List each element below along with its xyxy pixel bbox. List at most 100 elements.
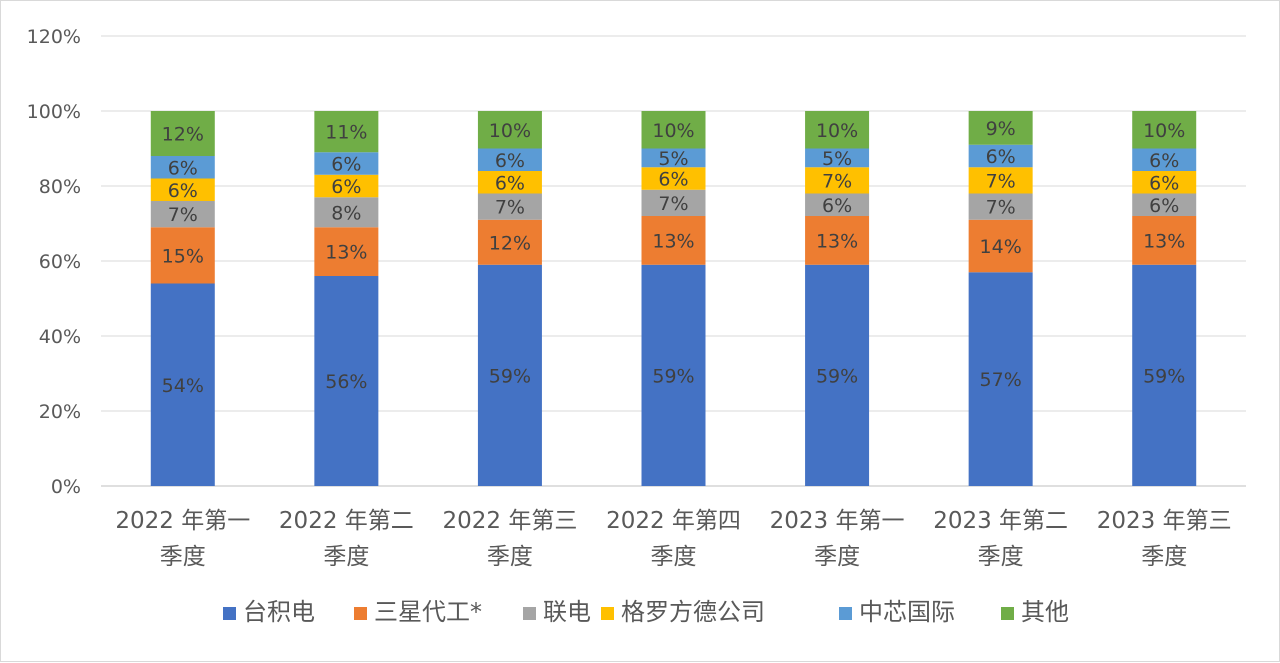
data-label: 6% (331, 176, 361, 198)
bar-segment (314, 174, 379, 198)
bar-segment (314, 227, 379, 276)
x-category-label: 2022 年第一 (115, 508, 250, 534)
y-tick-label: 60% (39, 251, 81, 273)
bar-segment (805, 167, 870, 194)
legend-swatch (354, 607, 367, 620)
bar-segment (477, 193, 542, 220)
data-label: 6% (331, 154, 361, 176)
data-label: 59% (652, 365, 694, 387)
bar-segment (641, 264, 706, 486)
bar-segment (477, 111, 542, 149)
legend-label: 联电 (543, 598, 591, 626)
data-label: 5% (658, 148, 688, 170)
bar-segment (150, 178, 215, 201)
data-label: 13% (652, 230, 694, 252)
data-label: 11% (325, 122, 367, 144)
bar-segment (641, 148, 706, 168)
data-label: 59% (1143, 365, 1185, 387)
bar-segment (1132, 216, 1197, 265)
bar-segment (477, 171, 542, 194)
bar-segment (1132, 171, 1197, 194)
x-category-label: 季度 (487, 544, 533, 570)
legend-label: 台积电 (243, 598, 315, 626)
data-label: 7% (168, 204, 198, 226)
bar-segment (968, 193, 1033, 220)
bar-segment (150, 111, 215, 156)
x-category-label: 季度 (978, 544, 1024, 570)
bar-segment (477, 264, 542, 486)
data-label: 6% (658, 169, 688, 191)
legend-swatch (1001, 607, 1014, 620)
data-label: 10% (816, 120, 858, 142)
data-label: 12% (489, 232, 531, 254)
x-category-label: 季度 (323, 544, 369, 570)
x-category-label: 2022 年第四 (606, 508, 741, 534)
x-category-label: 2023 年第二 (933, 508, 1068, 534)
data-label: 13% (1143, 230, 1185, 252)
bar-segment (968, 144, 1033, 168)
data-label: 7% (495, 197, 525, 219)
data-label: 7% (986, 197, 1016, 219)
x-category-label: 季度 (814, 544, 860, 570)
data-label: 9% (986, 118, 1016, 140)
data-label: 12% (162, 124, 204, 146)
bar-segment (1132, 111, 1197, 149)
x-category-label: 季度 (1141, 544, 1187, 570)
bar-segment (314, 152, 379, 175)
data-label: 10% (652, 120, 694, 142)
legend-item: 台积电 (223, 598, 315, 626)
bar-segment (150, 227, 215, 284)
data-label: 15% (162, 245, 204, 267)
bar-segment (968, 167, 1033, 194)
x-category-label: 2022 年第三 (442, 508, 577, 534)
x-category-label: 2023 年第一 (770, 508, 905, 534)
bar-segment (968, 272, 1033, 486)
data-label: 10% (1143, 120, 1185, 142)
data-label: 6% (495, 172, 525, 194)
data-label: 54% (162, 375, 204, 397)
bar-segment (150, 156, 215, 179)
data-label: 14% (980, 236, 1022, 258)
data-label: 6% (168, 180, 198, 202)
legend-label: 其他 (1021, 598, 1069, 626)
data-label: 5% (822, 148, 852, 170)
data-label: 13% (816, 230, 858, 252)
legend-swatch (839, 607, 852, 620)
bar-segment (641, 216, 706, 265)
data-label: 6% (1149, 195, 1179, 217)
legend-label: 三星代工* (374, 598, 482, 626)
data-label: 6% (822, 195, 852, 217)
bar-segment (805, 193, 870, 216)
legend-swatch (523, 607, 536, 620)
bar-segment (1132, 148, 1197, 171)
legend-item: 联电 (523, 598, 591, 626)
bar-segment (314, 276, 379, 486)
data-label: 6% (168, 157, 198, 179)
data-label: 59% (816, 365, 858, 387)
data-label: 56% (325, 371, 367, 393)
bar-segment (1132, 264, 1197, 486)
bar-segment (314, 197, 379, 228)
x-category-label: 季度 (160, 544, 206, 570)
bar-segment (805, 148, 870, 168)
data-label: 6% (986, 146, 1016, 168)
bar-segment (314, 111, 379, 153)
y-tick-label: 80% (39, 176, 81, 198)
data-label: 8% (331, 202, 361, 224)
x-category-label: 2023 年第三 (1097, 508, 1232, 534)
legend-swatch (223, 607, 236, 620)
y-tick-label: 100% (27, 101, 81, 123)
x-category-label: 季度 (651, 544, 697, 570)
data-label: 6% (495, 150, 525, 172)
data-label: 10% (489, 120, 531, 142)
legend-swatch (601, 607, 614, 620)
bar-segment (150, 201, 215, 228)
y-tick-label: 0% (51, 476, 81, 498)
y-tick-label: 120% (27, 26, 81, 48)
bar-segment (641, 167, 706, 190)
legend-label: 中芯国际 (859, 598, 955, 626)
bar-segment (968, 111, 1033, 145)
bar-segment (150, 283, 215, 486)
